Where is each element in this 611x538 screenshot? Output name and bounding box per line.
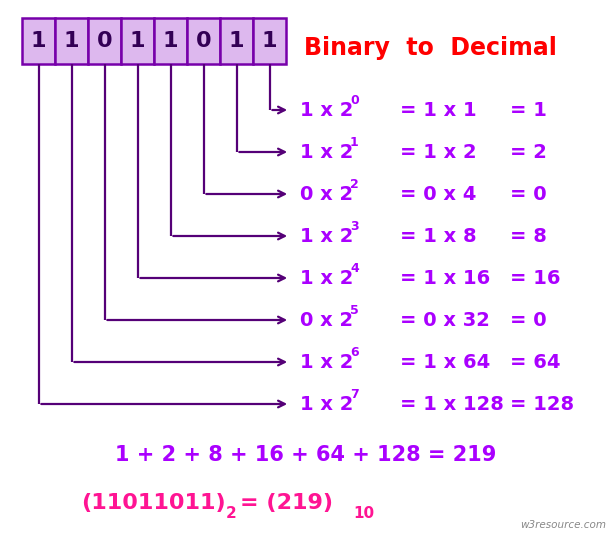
Text: = 1 x 1: = 1 x 1 <box>400 101 477 119</box>
Text: = 1 x 64: = 1 x 64 <box>400 352 490 372</box>
Text: = 8: = 8 <box>510 226 547 245</box>
Bar <box>22 18 55 64</box>
Text: = (219): = (219) <box>241 493 334 513</box>
Text: 0: 0 <box>97 31 112 51</box>
Text: = 1 x 2: = 1 x 2 <box>400 143 477 161</box>
Text: 1: 1 <box>64 31 79 51</box>
Text: 7: 7 <box>350 387 359 400</box>
Text: 1: 1 <box>350 136 359 148</box>
Text: = 0: = 0 <box>510 185 547 203</box>
Text: 1: 1 <box>229 31 244 51</box>
Text: = 2: = 2 <box>510 143 547 161</box>
Text: 0 x 2: 0 x 2 <box>300 185 353 203</box>
Bar <box>253 18 286 64</box>
Text: = 1 x 128: = 1 x 128 <box>400 394 504 414</box>
Text: 1 x 2: 1 x 2 <box>300 226 353 245</box>
Text: 2: 2 <box>225 506 236 521</box>
Bar <box>121 18 154 64</box>
Text: 1 x 2: 1 x 2 <box>300 394 353 414</box>
Text: = 64: = 64 <box>510 352 560 372</box>
Text: 6: 6 <box>350 345 359 358</box>
Text: 1 x 2: 1 x 2 <box>300 268 353 287</box>
Text: = 1 x 16: = 1 x 16 <box>400 268 490 287</box>
Text: = 16: = 16 <box>510 268 560 287</box>
Bar <box>55 18 88 64</box>
Text: 0 x 2: 0 x 2 <box>300 310 353 329</box>
Text: 3: 3 <box>350 220 359 232</box>
Bar <box>187 18 220 64</box>
Text: = 0 x 32: = 0 x 32 <box>400 310 490 329</box>
Text: = 1: = 1 <box>510 101 547 119</box>
Text: = 0 x 4: = 0 x 4 <box>400 185 477 203</box>
Text: = 0: = 0 <box>510 310 547 329</box>
Text: 5: 5 <box>350 303 359 316</box>
Text: 1 x 2: 1 x 2 <box>300 352 353 372</box>
Text: Binary  to  Decimal: Binary to Decimal <box>304 36 557 60</box>
Bar <box>88 18 121 64</box>
Text: w3resource.com: w3resource.com <box>520 520 606 530</box>
Text: 10: 10 <box>354 506 375 521</box>
Text: 2: 2 <box>350 178 359 190</box>
Text: 1 x 2: 1 x 2 <box>300 101 353 119</box>
Text: 0: 0 <box>350 94 359 107</box>
Text: = 1 x 8: = 1 x 8 <box>400 226 477 245</box>
Text: 1 x 2: 1 x 2 <box>300 143 353 161</box>
Text: 1: 1 <box>163 31 178 51</box>
Text: 1: 1 <box>262 31 277 51</box>
Text: = 128: = 128 <box>510 394 574 414</box>
Text: 1 + 2 + 8 + 16 + 64 + 128 = 219: 1 + 2 + 8 + 16 + 64 + 128 = 219 <box>115 445 496 465</box>
Text: 1: 1 <box>31 31 46 51</box>
Bar <box>220 18 253 64</box>
Bar <box>154 18 187 64</box>
Text: 1: 1 <box>130 31 145 51</box>
Text: (11011011): (11011011) <box>81 493 225 513</box>
Text: 0: 0 <box>196 31 211 51</box>
Text: 4: 4 <box>350 261 359 274</box>
